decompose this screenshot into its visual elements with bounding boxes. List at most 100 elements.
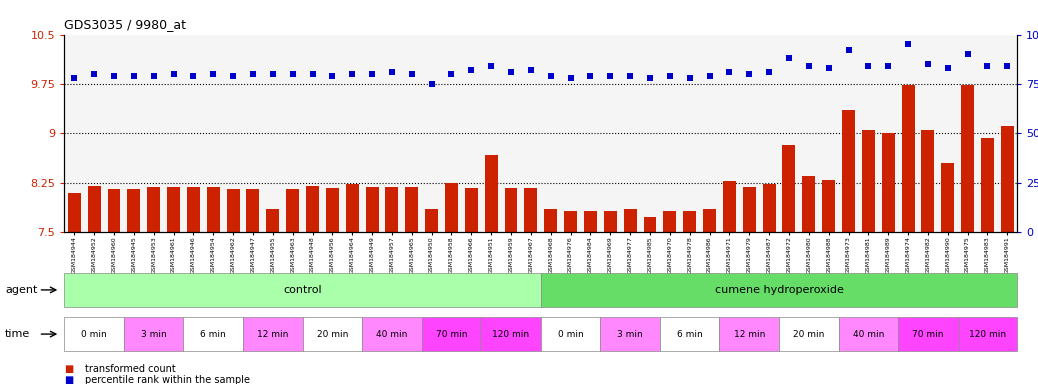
Point	[225, 73, 242, 79]
Point	[741, 71, 758, 77]
Bar	[802, 176, 815, 232]
Bar	[564, 211, 577, 232]
Bar	[722, 181, 736, 232]
Point	[126, 73, 142, 79]
Bar	[445, 183, 458, 232]
Text: 40 min: 40 min	[852, 329, 884, 339]
Point	[781, 55, 797, 61]
Point	[543, 73, 559, 79]
Text: cumene hydroperoxide: cumene hydroperoxide	[714, 285, 844, 295]
Point	[324, 73, 340, 79]
Text: 3 min: 3 min	[618, 329, 643, 339]
Bar	[246, 189, 260, 232]
Bar	[207, 187, 220, 232]
Point	[999, 63, 1015, 69]
Bar	[385, 187, 399, 232]
Point	[721, 69, 738, 75]
Point	[463, 67, 480, 73]
Point	[820, 65, 837, 71]
Bar	[902, 84, 914, 232]
Point	[939, 65, 956, 71]
Text: 20 min: 20 min	[793, 329, 824, 339]
Bar	[524, 188, 538, 232]
Text: 12 min: 12 min	[734, 329, 765, 339]
Text: 6 min: 6 min	[200, 329, 226, 339]
Bar	[584, 210, 597, 232]
Text: 12 min: 12 min	[257, 329, 289, 339]
Point	[641, 75, 658, 81]
Point	[245, 71, 262, 77]
Bar	[365, 187, 379, 232]
Bar	[1001, 126, 1014, 232]
Point	[344, 71, 360, 77]
Bar	[981, 138, 994, 232]
Bar	[743, 187, 756, 232]
Text: 3 min: 3 min	[141, 329, 166, 339]
Bar	[346, 184, 359, 232]
Bar	[604, 211, 617, 232]
Point	[145, 73, 162, 79]
Bar	[504, 188, 518, 232]
Text: control: control	[283, 285, 322, 295]
Point	[702, 73, 718, 79]
Text: 0 min: 0 min	[81, 329, 107, 339]
Text: time: time	[5, 329, 30, 339]
Bar	[465, 188, 477, 232]
Bar	[87, 186, 101, 232]
Bar	[485, 155, 497, 232]
Point	[165, 71, 182, 77]
Bar	[167, 187, 180, 232]
Bar	[405, 187, 418, 232]
Text: ■: ■	[64, 364, 74, 374]
Text: 120 min: 120 min	[492, 329, 529, 339]
Text: 70 min: 70 min	[436, 329, 467, 339]
Bar	[67, 193, 81, 232]
Text: 0 min: 0 min	[557, 329, 583, 339]
Text: percentile rank within the sample: percentile rank within the sample	[85, 375, 250, 384]
Point	[384, 69, 401, 75]
Bar	[108, 189, 120, 232]
Point	[622, 73, 638, 79]
Bar	[783, 145, 795, 232]
Bar	[187, 187, 200, 232]
Bar	[941, 163, 954, 232]
Point	[66, 75, 83, 81]
Bar	[842, 110, 855, 232]
Text: GDS3035 / 9980_at: GDS3035 / 9980_at	[64, 18, 187, 31]
Point	[502, 69, 519, 75]
Text: 120 min: 120 min	[968, 329, 1006, 339]
Point	[979, 63, 995, 69]
Bar	[663, 211, 677, 232]
Bar	[544, 209, 557, 232]
Point	[920, 61, 936, 67]
Bar	[881, 134, 895, 232]
Text: agent: agent	[5, 285, 37, 295]
Point	[106, 73, 122, 79]
Bar	[286, 189, 299, 232]
Point	[265, 71, 281, 77]
Text: 6 min: 6 min	[677, 329, 703, 339]
Point	[304, 71, 321, 77]
Point	[483, 63, 499, 69]
Bar	[226, 189, 240, 232]
Point	[86, 71, 103, 77]
Point	[900, 41, 917, 48]
Point	[443, 71, 460, 77]
Bar	[306, 186, 319, 232]
Bar	[961, 84, 974, 232]
Point	[861, 63, 877, 69]
Point	[681, 75, 698, 81]
Point	[563, 75, 579, 81]
Point	[204, 71, 221, 77]
Text: 70 min: 70 min	[912, 329, 944, 339]
Bar	[683, 211, 696, 232]
Bar	[267, 209, 279, 232]
Bar	[703, 209, 716, 232]
Text: 40 min: 40 min	[376, 329, 408, 339]
Point	[424, 81, 440, 87]
Text: ■: ■	[64, 375, 74, 384]
Point	[522, 67, 539, 73]
Point	[959, 51, 976, 58]
Point	[661, 73, 678, 79]
Point	[284, 71, 301, 77]
